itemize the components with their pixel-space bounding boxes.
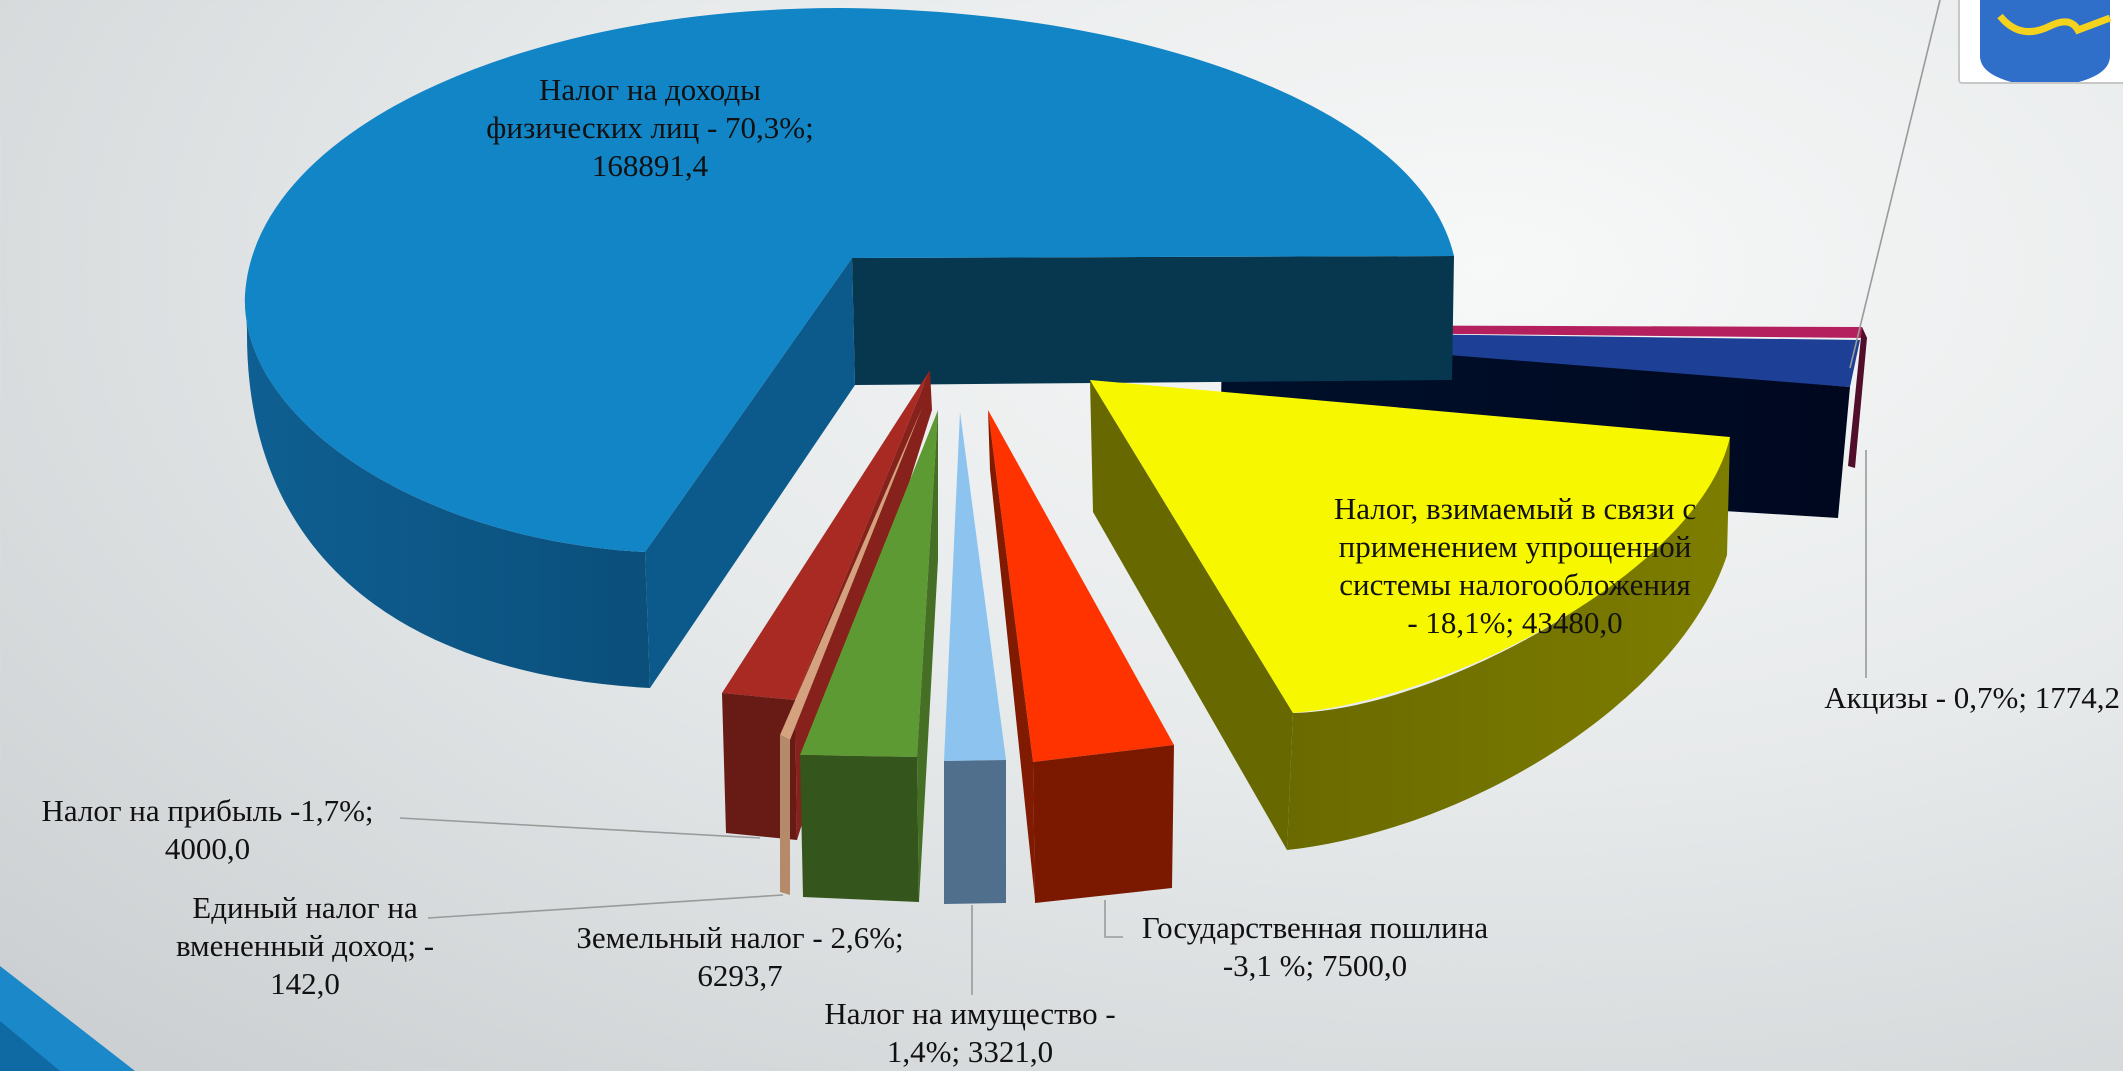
label-imushchestvo: Налог на имущество - 1,4%; 3321,0 (780, 995, 1160, 1071)
slice-zemelny-side (800, 755, 919, 902)
label-ndfl-line-2: физических лиц - 70,3%; (486, 110, 814, 145)
slice-imushchestvo-side (944, 760, 1006, 904)
label-poshlina: Государственная пошлина -3,1 %; 7500,0 (1105, 909, 1525, 985)
label-usn-line-4: - 18,1%; 43480,0 (1407, 605, 1623, 640)
slice-zemelny-top (800, 410, 938, 757)
slice-ndfl-side (244, 295, 650, 688)
label-akcizy-line-1: Акцизы - 0,7%; 1774,2 (1824, 680, 2120, 715)
leader-poshlina (1104, 900, 1123, 938)
leader-pribyl (399, 817, 761, 839)
slice-pribyl-top (722, 370, 930, 700)
slice-usn-top (1090, 380, 1730, 713)
slice-ndfl-top (244, 8, 1454, 552)
slice-poshlina-top (988, 410, 1174, 762)
label-imushchestvo-line-1: Налог на имущество - (824, 996, 1116, 1031)
label-imushchestvo-line-2: 1,4%; 3321,0 (886, 1034, 1054, 1069)
label-ndfl-line-1: Налог на доходы (539, 72, 761, 107)
leader-envd (427, 894, 784, 919)
slice-envd-top (780, 408, 922, 740)
slice-pribyl-side (722, 693, 797, 840)
slice-envd-side (780, 735, 790, 895)
label-zemelny: Земельный налог - 2,6%; 6293,7 (545, 919, 935, 995)
slice-ndfl-cut (645, 258, 855, 688)
label-envd-line-2: вмененный доход; - (175, 928, 435, 963)
leader-akcizy-top (1849, 0, 1941, 369)
slice-ndfl-back (852, 256, 1454, 385)
slice-usn-cut (1090, 380, 1293, 850)
label-pribyl-line-2: 4000,0 (164, 831, 251, 866)
label-poshlina-line-1: Государственная пошлина (1141, 910, 1489, 945)
slice-imushchestvo-top (944, 412, 1006, 761)
coat-of-arms-icon (1958, 0, 2123, 84)
label-usn-line-2: применением упрощенной (1338, 529, 1692, 564)
slice-poshlina-side (1033, 745, 1174, 903)
label-usn-line-1: Налог, взимаемый в связи с (1333, 491, 1697, 526)
label-pribyl: Налог на прибыль -1,7%; 4000,0 (5, 792, 410, 868)
label-poshlina-line-2: -3,1 %; 7500,0 (1222, 948, 1408, 983)
label-ndfl: Налог на доходы физических лиц - 70,3%; … (440, 71, 860, 185)
slice-usn-side (1287, 437, 1730, 850)
label-envd: Единый налог на вмененный доход; - 142,0 (140, 889, 470, 1003)
label-zemelny-line-2: 6293,7 (697, 958, 783, 993)
label-usn: Налог, взимаемый в связи с применением у… (1265, 490, 1765, 642)
label-ndfl-line-3: 168891,4 (591, 148, 709, 183)
label-zemelny-line-1: Земельный налог - 2,6%; (576, 920, 904, 955)
slice-zemelny-edge (917, 410, 938, 902)
label-pribyl-line-1: Налог на прибыль -1,7%; (41, 793, 374, 828)
label-envd-line-1: Единый налог на (192, 890, 418, 925)
label-envd-line-3: 142,0 (270, 966, 340, 1001)
slice-poshlina-edge (988, 410, 1035, 900)
corner-decoration-inner (0, 1021, 60, 1071)
label-akcizy: Акцизы - 0,7%; 1774,2 (1780, 679, 2120, 717)
slice-akcizy-side (1848, 327, 1867, 468)
label-usn-line-3: системы налогообложения (1339, 567, 1691, 602)
